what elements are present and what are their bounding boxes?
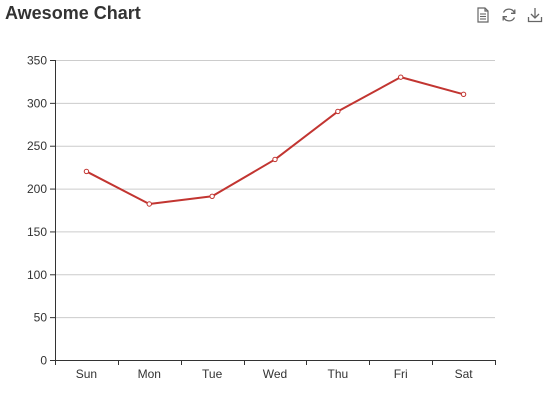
chart-title: Awesome Chart <box>5 3 141 23</box>
y-tick-label: 0 <box>40 354 47 368</box>
y-tick-label: 100 <box>27 268 47 282</box>
data-point <box>398 74 404 80</box>
save-as-image-icon[interactable] <box>526 6 544 24</box>
series-line <box>85 76 464 205</box>
data-point <box>209 193 215 199</box>
y-tick-label: 150 <box>27 225 47 239</box>
y-tick-label: 250 <box>27 139 47 153</box>
y-tick-label: 200 <box>27 182 47 196</box>
x-tick-label: Tue <box>202 367 223 381</box>
data-point <box>335 108 341 115</box>
x-tick-label: Sat <box>455 367 474 381</box>
y-tick-label: 350 <box>27 54 47 68</box>
data-point <box>460 91 467 97</box>
x-tick-label: Mon <box>138 367 161 381</box>
data-point <box>146 201 152 207</box>
data-view-icon[interactable] <box>474 6 492 24</box>
y-tick-label: 300 <box>27 96 47 110</box>
x-tick-label: Sun <box>76 367 97 381</box>
x-tick-label: Fri <box>394 367 408 381</box>
chart-toolbar <box>474 5 544 25</box>
data-point <box>83 168 90 175</box>
data-point <box>272 156 278 163</box>
y-tick-label: 50 <box>34 311 48 325</box>
x-tick-label: Thu <box>328 367 349 381</box>
restore-icon[interactable] <box>500 6 518 24</box>
x-tick-label: Wed <box>263 367 287 381</box>
